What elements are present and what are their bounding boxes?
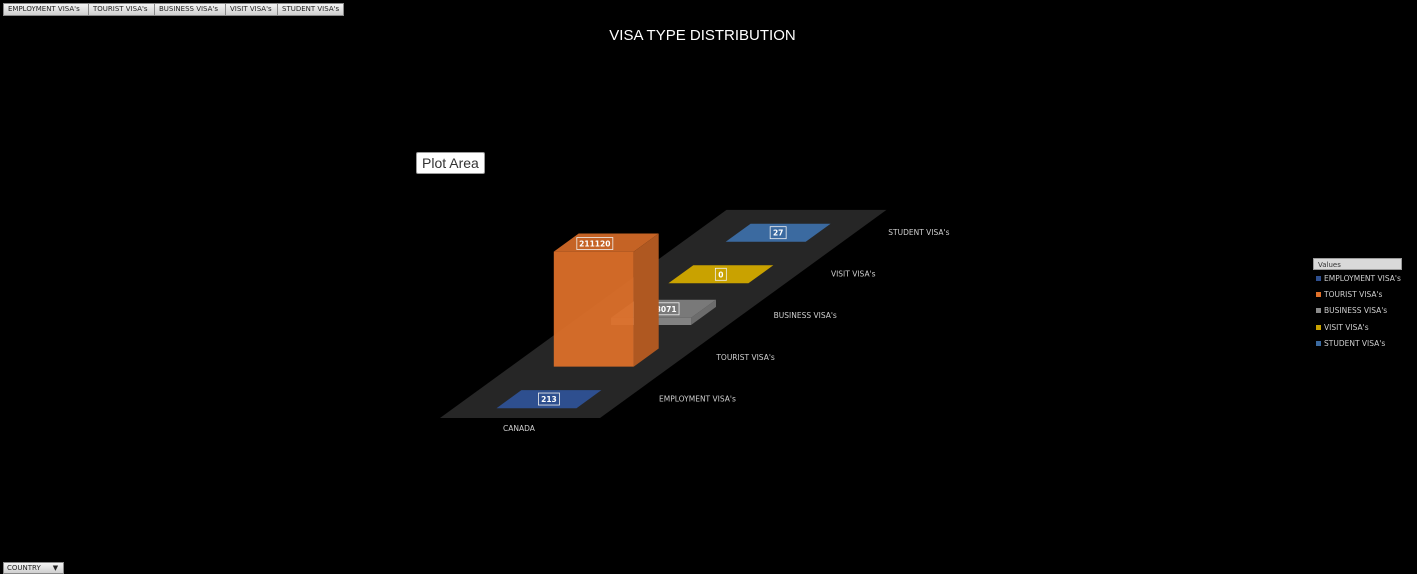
legend[interactable]: Values EMPLOYMENT VISA's TOURIST VISA's BU…: [1313, 258, 1402, 352]
data-label-box-3: [714, 267, 727, 281]
legend-label: TOURIST VISA's: [1324, 290, 1383, 300]
legend-title: Values: [1313, 258, 1402, 270]
country-filter-button[interactable]: COUNTRY ▼: [3, 562, 64, 574]
legend-swatch: [1316, 341, 1321, 347]
plot-area-tooltip: Plot Area: [416, 152, 485, 174]
legend-items: EMPLOYMENT VISA's TOURIST VISA's BUSINESS …: [1313, 270, 1402, 352]
legend-label: EMPLOYMENT VISA's: [1324, 273, 1401, 283]
legend-item-1[interactable]: TOURIST VISA's: [1313, 286, 1402, 302]
series-axis-label-2: BUSINESS VISA's: [774, 311, 837, 320]
data-label-2: 13071: [651, 305, 677, 314]
series-axis-label-4: STUDENT VISA's: [888, 228, 949, 237]
bar-4[interactable]: [725, 223, 831, 242]
data-label-box-1: [576, 237, 614, 250]
legend-label: VISIT VISA's: [1324, 322, 1369, 332]
field-button-business[interactable]: BUSINESS VISA's: [154, 3, 225, 16]
chart-title: VISA TYPE DISTRIBUTION: [609, 27, 796, 44]
legend-swatch: [1316, 324, 1321, 330]
bar-3[interactable]: [668, 265, 774, 284]
data-label-0: 213: [541, 395, 557, 404]
legend-swatch: [1316, 292, 1321, 298]
data-label-4: 27: [773, 229, 783, 238]
field-button-student[interactable]: STUDENT VISA's: [277, 3, 344, 16]
field-button-visit[interactable]: VISIT VISA's: [225, 3, 277, 16]
legend-label: STUDENT VISA's: [1324, 339, 1386, 349]
legend-swatch: [1316, 275, 1321, 281]
field-button-tourist[interactable]: TOURIST VISA's: [88, 3, 154, 16]
legend-item-4[interactable]: STUDENT VISA's: [1313, 336, 1402, 352]
field-buttons: EMPLOYMENT VISA's TOURIST VISA's BUSINES…: [3, 3, 344, 16]
series-axis-label-0: EMPLOYMENT VISA's: [659, 394, 736, 403]
category-label: CANADA: [503, 424, 536, 433]
data-label-box-4: [769, 226, 787, 240]
chevron-down-icon[interactable]: ▼: [52, 564, 59, 572]
data-label-3: 0: [718, 270, 723, 279]
series-axis-label-3: VISIT VISA's: [831, 270, 876, 279]
country-filter-label: COUNTRY: [7, 564, 41, 572]
data-label-box-0: [538, 392, 560, 406]
legend-label: BUSINESS VISA's: [1324, 306, 1388, 316]
bar-side-2: [691, 299, 716, 325]
series-axis-label-1: TOURIST VISA's: [715, 353, 775, 362]
legend-item-2[interactable]: BUSINESS VISA's: [1313, 303, 1402, 319]
legend-item-3[interactable]: VISIT VISA's: [1313, 319, 1402, 335]
bar-top-1: [553, 233, 659, 252]
bar-1[interactable]: [553, 251, 634, 367]
data-label-1: 211120: [579, 240, 610, 249]
legend-swatch: [1316, 308, 1321, 314]
bar-0[interactable]: [496, 390, 602, 409]
legend-item-0[interactable]: EMPLOYMENT VISA's: [1313, 270, 1402, 286]
bar-side-1: [633, 233, 659, 367]
field-button-employment[interactable]: EMPLOYMENT VISA's: [3, 3, 88, 16]
